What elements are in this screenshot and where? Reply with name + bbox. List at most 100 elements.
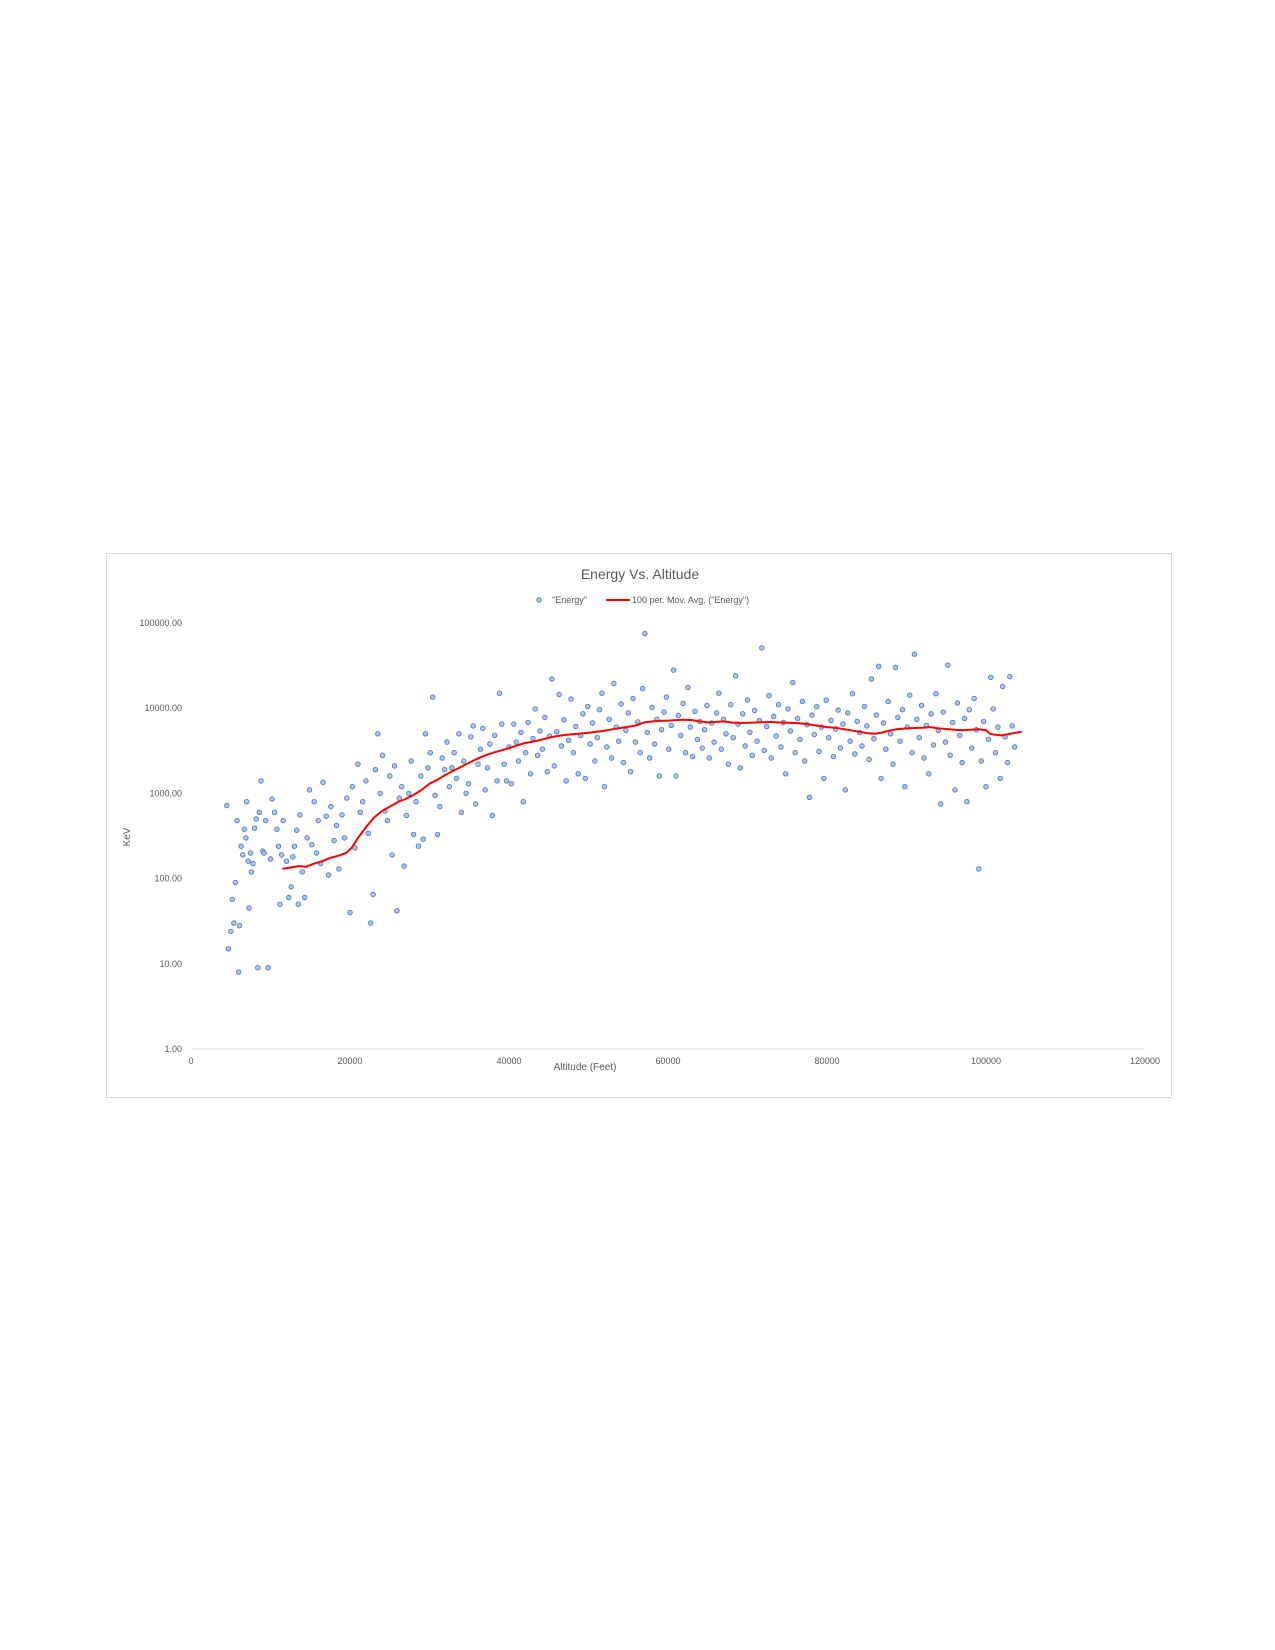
energy-point — [592, 758, 598, 764]
energy-point — [623, 727, 629, 733]
energy-point — [554, 728, 560, 735]
energy-point — [673, 773, 679, 779]
legend-label-moving-average: 100 per. Mov. Avg. ("Energy") — [632, 595, 749, 605]
energy-point — [704, 702, 710, 709]
energy-point — [347, 909, 353, 916]
energy-point — [992, 749, 999, 756]
energy-point — [247, 850, 254, 856]
energy-point — [422, 731, 429, 737]
energy-point — [477, 746, 484, 752]
energy-point — [778, 744, 784, 750]
energy-point — [759, 645, 765, 651]
energy-point — [370, 891, 376, 898]
energy-point — [313, 850, 320, 856]
energy-point — [328, 803, 334, 810]
energy-point — [359, 798, 366, 805]
energy-point — [368, 920, 374, 926]
energy-point — [744, 697, 751, 703]
energy-point — [699, 745, 705, 751]
energy-point — [639, 685, 646, 692]
energy-point — [568, 696, 574, 702]
energy-point — [278, 852, 285, 858]
energy-point — [706, 755, 712, 761]
energy-point — [811, 731, 817, 738]
energy-point — [933, 690, 939, 697]
chart-title: Energy Vs. Altitude — [581, 566, 700, 582]
energy-point — [608, 755, 615, 761]
energy-point — [561, 717, 567, 723]
energy-point — [468, 734, 474, 740]
energy-point — [589, 720, 596, 726]
x-tick-label: 40000 — [496, 1056, 521, 1066]
energy-point — [823, 697, 829, 703]
energy-point — [871, 735, 877, 742]
energy-point — [797, 736, 803, 743]
energy-point — [274, 826, 280, 832]
energy-point — [723, 731, 729, 737]
energy-point — [256, 809, 263, 815]
energy-point — [482, 787, 488, 793]
energy-point — [501, 761, 507, 767]
energy-point — [849, 690, 856, 697]
scatter-chart: Energy Vs. Altitude "Energy" 100 per. Mo… — [122, 566, 1160, 1073]
energy-point — [728, 701, 734, 708]
energy-point — [942, 739, 949, 745]
energy-point — [732, 673, 739, 679]
energy-point — [675, 712, 681, 719]
energy-point — [255, 965, 261, 971]
energy-point — [325, 872, 332, 878]
energy-point — [418, 773, 424, 779]
energy-point — [456, 731, 462, 737]
energy-point — [451, 749, 457, 756]
energy-point — [377, 790, 383, 797]
energy-point — [532, 706, 538, 712]
energy-point — [309, 842, 315, 848]
energy-point — [842, 787, 848, 793]
energy-point — [291, 843, 298, 849]
energy-point — [286, 894, 292, 901]
energy-point — [413, 798, 419, 805]
energy-point — [966, 706, 972, 713]
energy-point — [644, 729, 650, 736]
energy-point — [983, 783, 989, 790]
energy-point — [487, 741, 493, 747]
energy-point — [627, 768, 634, 775]
energy-point — [887, 731, 894, 737]
energy-point — [926, 771, 932, 777]
energy-point — [866, 756, 872, 763]
energy-point — [790, 679, 796, 686]
energy-point — [573, 723, 579, 730]
energy-point — [647, 755, 653, 761]
energy-point — [682, 749, 689, 756]
energy-point — [349, 783, 356, 790]
energy-point — [379, 752, 386, 758]
energy-point — [754, 738, 760, 744]
energy-point — [225, 946, 232, 952]
y-tick-label: 10.00 — [159, 959, 182, 969]
energy-point — [845, 710, 851, 716]
energy-point — [229, 896, 235, 903]
energy-point — [768, 755, 774, 761]
energy-point — [611, 680, 617, 687]
energy-point — [363, 778, 369, 784]
energy-point — [766, 692, 772, 699]
energy-point — [1011, 744, 1018, 750]
energy-point — [742, 743, 748, 749]
energy-point — [969, 745, 975, 751]
energy-point — [656, 773, 662, 779]
energy-point — [585, 703, 591, 710]
energy-point — [666, 746, 672, 752]
energy-point — [685, 684, 691, 691]
energy-point — [806, 794, 813, 800]
energy-point — [880, 720, 887, 726]
x-axis-label: Altitude (Feet) — [554, 1062, 617, 1073]
energy-point — [752, 707, 758, 714]
energy-point — [246, 905, 252, 911]
x-tick-label: 80000 — [814, 1056, 839, 1066]
energy-point — [876, 663, 882, 669]
energy-point — [238, 843, 244, 849]
energy-point — [785, 706, 791, 712]
energy-point — [938, 801, 944, 807]
energy-point — [241, 826, 247, 832]
energy-point — [333, 822, 340, 829]
